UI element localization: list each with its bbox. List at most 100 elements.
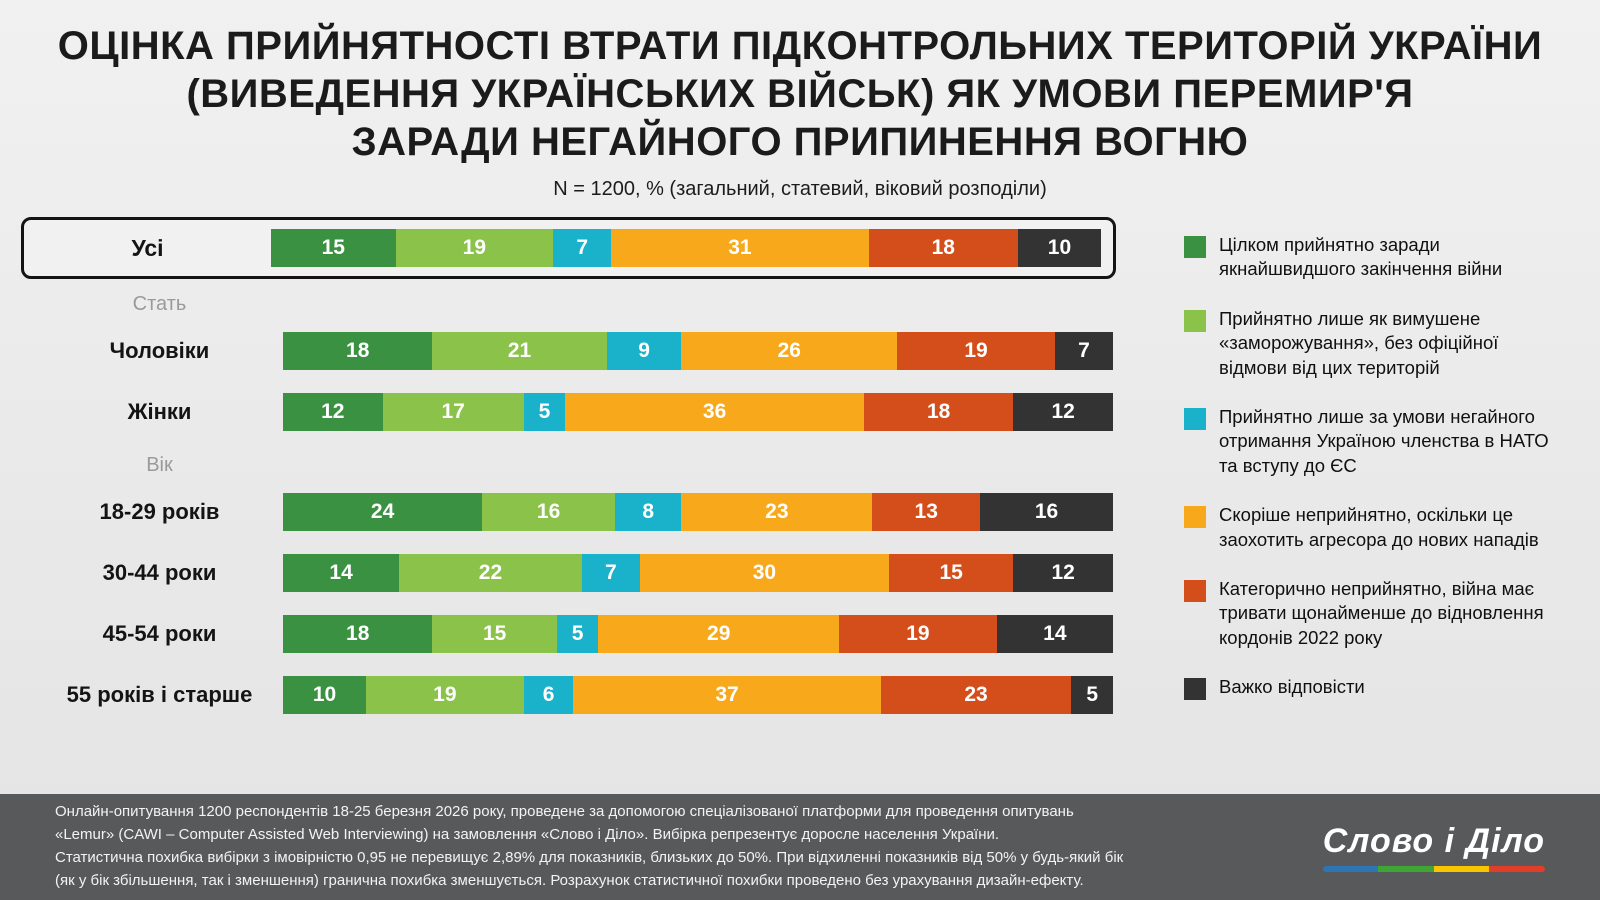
bar-segment: 7: [581, 554, 640, 592]
bar-segment: 19: [897, 332, 1055, 370]
title-line: ЗАРАДИ НЕГАЙНОГО ПРИПИНЕННЯ ВОГНЮ: [351, 120, 1249, 164]
bar-segment: 30: [639, 554, 889, 592]
brand-logo-colorbar-icon: [1322, 866, 1545, 872]
row-label: 45-54 роки: [102, 621, 217, 646]
chart-row: Жінки 12 17 5 36 18 12: [36, 393, 1138, 431]
legend-label: Категорично неприйнятно, війна має трива…: [1219, 578, 1544, 648]
bar-segment: 23: [681, 493, 873, 531]
bar-segment: 17: [382, 393, 524, 431]
stacked-bar: 18 15 5 29 19 14: [283, 615, 1113, 653]
stacked-bar: 12 17 5 36 18 12: [283, 393, 1113, 431]
bar-segment: 8: [614, 493, 682, 531]
bar-segment: 23: [880, 676, 1072, 714]
legend-item: Важко відповісти: [1184, 675, 1558, 701]
legend-label: Цілком прийнятно заради якнайшвидшого за…: [1219, 234, 1503, 280]
legend-item: Категорично неприйнятно, війна має трива…: [1184, 577, 1558, 650]
bar-segment: 18: [863, 393, 1014, 431]
legend-swatch-icon: [1184, 309, 1206, 332]
bar-segment: 10: [1017, 229, 1101, 267]
bar-segment: 12: [283, 393, 383, 431]
bar-segment: 15: [271, 229, 396, 267]
brand-logo-text: Слово і Діло: [1322, 822, 1545, 860]
legend-label: Прийнятно лише за умови негайного отрима…: [1219, 406, 1549, 476]
methodology-line: (як у бік збільшення, так і зменшення) г…: [55, 871, 1084, 889]
chart-row: 55 років і старше 10 19 6 37 23 5: [36, 676, 1138, 714]
bar-segment: 19: [366, 676, 524, 714]
logo-color-segment: [1322, 866, 1379, 872]
logo-color-segment: [1489, 866, 1545, 872]
stacked-bar: 10 19 6 37 23 5: [283, 676, 1113, 714]
bar-segment: 19: [839, 615, 997, 653]
bar-segment: 36: [565, 393, 864, 431]
legend-swatch-icon: [1184, 580, 1206, 603]
legend-swatch-icon: [1184, 678, 1206, 701]
bar-segment: 26: [681, 332, 898, 370]
methodology-line: «Lemur» (CAWI – Computer Assisted Web In…: [55, 826, 1000, 844]
bar-segment: 16: [980, 493, 1113, 531]
stacked-bar: 15 19 7 31 18 10: [271, 229, 1101, 267]
bar-segment: 19: [395, 229, 554, 267]
bar-segment: 10: [283, 676, 366, 714]
legend-item: Цілком прийнятно заради якнайшвидшого за…: [1184, 233, 1558, 282]
chart-row: 30-44 роки 14 22 7 30 15 12: [36, 554, 1138, 592]
bar-segment: 5: [1071, 676, 1113, 714]
bar-segment: 6: [523, 676, 574, 714]
bar-segment: 18: [283, 332, 433, 370]
chart-legend: Цілком прийнятно заради якнайшвидшого за…: [1138, 229, 1600, 794]
methodology-line: Онлайн-опитування 1200 респондентів 18-2…: [55, 803, 1074, 821]
methodology-note: Онлайн-опитування 1200 респондентів 18-2…: [55, 801, 1123, 892]
chart-content: Усі 15 19 7 31 18 10 Стать Чоловіки 18 21 9 26 19 7 Жін…: [0, 217, 1600, 794]
bar-segment: 16: [482, 493, 615, 531]
chart-row: Чоловіки 18 21 9 26 19 7: [36, 332, 1138, 370]
chart-row: Усі 15 19 7 31 18 10: [24, 229, 1101, 267]
row-label: Чоловіки: [109, 338, 210, 363]
bar-segment: 5: [523, 393, 566, 431]
row-label: 55 років і старше: [66, 682, 253, 707]
bar-segment: 7: [553, 229, 612, 267]
legend-item: Прийнятно лише як вимушене «заморожуванн…: [1184, 307, 1558, 380]
bar-segment: 7: [1054, 332, 1113, 370]
bar-segment: 18: [868, 229, 1018, 267]
bar-segment: 5: [556, 615, 599, 653]
bar-segment: 22: [399, 554, 582, 592]
bar-segment: 9: [606, 332, 682, 370]
bar-segment: 37: [573, 676, 881, 714]
bar-segment: 18: [283, 615, 433, 653]
legend-label: Важко відповісти: [1219, 676, 1365, 698]
group-section-label: Стать: [132, 293, 187, 315]
stacked-bar-chart: Усі 15 19 7 31 18 10 Стать Чоловіки 18 21 9 26 19 7 Жін…: [21, 217, 1138, 794]
bar-segment: 12: [1013, 554, 1113, 592]
group-section-label: Вік: [146, 454, 173, 476]
legend-swatch-icon: [1184, 236, 1206, 258]
row-label: Усі: [131, 234, 164, 261]
legend-item: Прийнятно лише за умови негайного отрима…: [1184, 405, 1558, 478]
bar-segment: 14: [283, 554, 400, 592]
legend-label: Скоріше неприйнятно, оскільки це заохоти…: [1219, 504, 1539, 550]
bar-segment: 14: [996, 615, 1113, 653]
title-line: ОЦІНКА ПРИЙНЯТНОСТІ ВТРАТИ ПІДКОНТРОЛЬНИ…: [57, 24, 1543, 68]
logo-color-segment: [1378, 866, 1434, 872]
bar-segment: 24: [283, 493, 483, 531]
footer-bar: Онлайн-опитування 1200 респондентів 18-2…: [0, 794, 1600, 900]
legend-item: Скоріше неприйнятно, оскільки це заохоти…: [1184, 503, 1558, 552]
row-label: 30-44 роки: [102, 560, 217, 585]
logo-color-segment: [1433, 866, 1490, 872]
bar-segment: 31: [611, 229, 869, 267]
legend-swatch-icon: [1184, 408, 1206, 431]
legend-label: Прийнятно лише як вимушене «заморожуванн…: [1219, 307, 1499, 378]
chart-row: 45-54 роки 18 15 5 29 19 14: [36, 615, 1138, 653]
chart-row: 18-29 років 24 16 8 23 13 16: [36, 493, 1138, 531]
title-line: (ВИВЕДЕННЯ УКРАЇНСЬКИХ ВІЙСЬК) ЯК УМОВИ …: [186, 72, 1414, 116]
page-title: ОЦІНКА ПРИЙНЯТНОСТІ ВТРАТИ ПІДКОНТРОЛЬНИ…: [0, 22, 1600, 166]
bar-segment: 12: [1013, 393, 1113, 431]
bar-segment: 15: [432, 615, 557, 653]
row-label: Жінки: [127, 399, 192, 424]
total-row-highlight-box: Усі 15 19 7 31 18 10: [21, 217, 1116, 279]
bar-segment: 21: [432, 332, 607, 370]
brand-logo: Слово і Діло: [1322, 822, 1545, 872]
legend-swatch-icon: [1184, 506, 1206, 529]
stacked-bar: 24 16 8 23 13 16: [283, 493, 1113, 531]
bar-segment: 13: [872, 493, 981, 531]
stacked-bar: 18 21 9 26 19 7: [283, 332, 1113, 370]
